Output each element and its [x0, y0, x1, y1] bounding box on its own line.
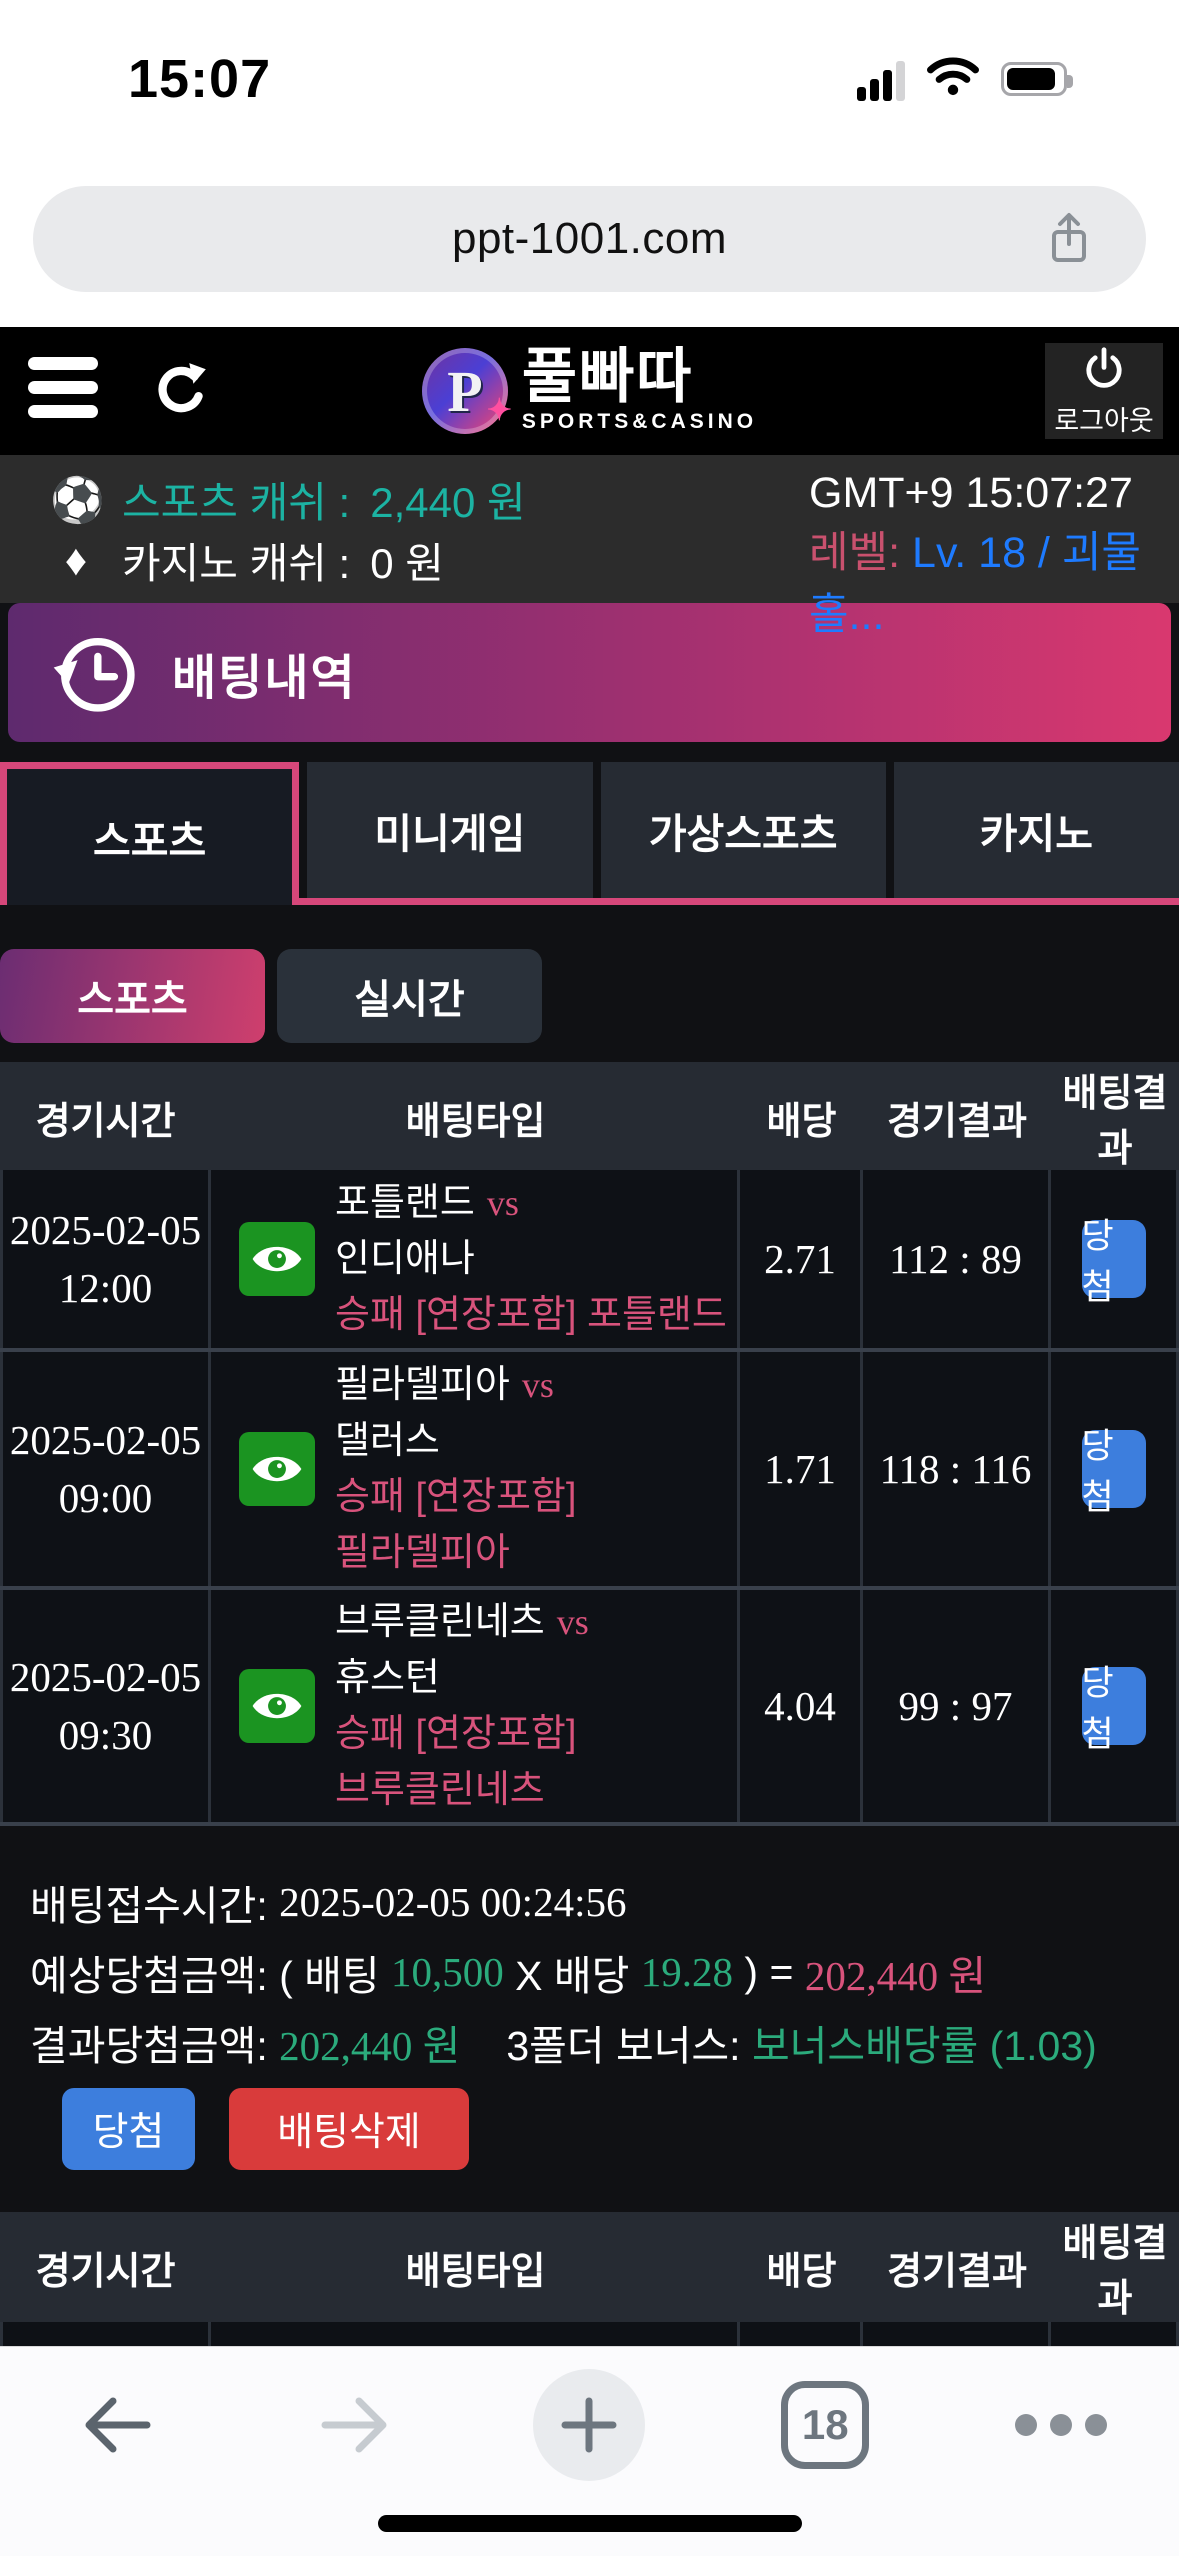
- wifi-icon: [927, 56, 979, 101]
- col-match-result: 경기결과: [887, 1100, 1027, 1143]
- soccer-ball-icon: ⚽: [50, 475, 105, 525]
- win-badge[interactable]: 당첨: [1081, 1217, 1146, 1307]
- address-bar[interactable]: ppt-1001.com: [33, 186, 1146, 292]
- tabs-button[interactable]: 18: [707, 2365, 943, 2485]
- site-logo[interactable]: P ✦ 풀빠따 SPORTS&CASINO: [0, 327, 1179, 455]
- power-icon: [1086, 346, 1122, 388]
- win-status-button[interactable]: 당첨: [62, 2088, 195, 2170]
- browser-chrome: ppt-1001.com: [0, 150, 1179, 327]
- level-value[interactable]: Lv. 18 / 괴물홀...: [809, 529, 1141, 639]
- sub-tabs: 스포츠 실시간: [0, 949, 1179, 1043]
- table-header: 경기시간 배팅타입 배당 경기결과 배팅결과: [0, 1062, 1179, 1170]
- ellipsis-icon: [1015, 2414, 1108, 2436]
- logo-p-badge: P ✦: [421, 348, 512, 434]
- casino-cash-label: 카지노 캐쉬 :: [122, 540, 351, 587]
- vs-label: vs: [521, 1365, 554, 1405]
- col-bet-result: 배팅결과: [1062, 1073, 1168, 1170]
- tab-casino[interactable]: 카지노: [893, 762, 1179, 898]
- table-row: 2025-02-05 12:00 포틀랜드 vs 인디애나 승패 [연장포함] 포틀…: [0, 1170, 1179, 1352]
- plus-icon: [533, 2369, 646, 2481]
- sports-cash-label: 스포츠 캐쉬 :: [122, 479, 351, 526]
- bet-result-cell: 당첨: [1051, 1170, 1179, 1348]
- match-time-cell: 2025-02-05 12:00: [0, 1170, 211, 1348]
- table-header: 경기시간 배팅타입 배당 경기결과 배팅결과: [0, 2212, 1179, 2322]
- tab-minigame[interactable]: 미니게임: [307, 762, 593, 898]
- diamond-icon: ♦: [64, 535, 88, 585]
- result-winnings-line: 결과당첨금액: 202,440 원 3폴더 보너스: 보너스배당률 (1.03): [30, 2023, 1097, 2069]
- sports-cash-value: 2,440 원: [370, 479, 526, 526]
- col-match-time: 경기시간: [35, 2250, 176, 2293]
- status-bar: 15:07: [0, 0, 1179, 150]
- bet-result-cell: 당첨: [1051, 1352, 1179, 1586]
- forward-button[interactable]: [236, 2365, 472, 2485]
- col-match-time: 경기시간: [35, 1100, 176, 1143]
- bet-summary: 배팅접수시간: 2025-02-05 00:24:56 예상당첨금액: ( 배팅…: [0, 1826, 1179, 2212]
- receipt-time-line: 배팅접수시간: 2025-02-05 00:24:56: [30, 1879, 627, 1929]
- back-button[interactable]: [0, 2365, 236, 2485]
- vs-label: vs: [486, 1183, 519, 1223]
- col-odds: 배당: [766, 1100, 837, 1143]
- share-icon[interactable]: [1040, 210, 1098, 273]
- battery-icon: [1001, 61, 1073, 96]
- browser-toolbar: 18: [0, 2346, 1179, 2556]
- category-tabs: 스포츠 미니게임 가상스포츠 카지노: [0, 762, 1179, 905]
- score-cell: 118 : 116: [863, 1352, 1051, 1586]
- logout-label: 로그아웃: [1054, 405, 1154, 436]
- history-clock-icon: [53, 637, 135, 712]
- logo-star-icon: ✦: [486, 394, 512, 427]
- bet-result-cell: 당첨: [1051, 1590, 1179, 1822]
- level-label: 레벨:: [809, 529, 901, 577]
- win-badge[interactable]: 당첨: [1081, 1427, 1146, 1517]
- new-tab-button[interactable]: [472, 2365, 708, 2485]
- eye-icon[interactable]: [239, 1669, 315, 1743]
- subtab-live[interactable]: 실시간: [277, 949, 542, 1043]
- vs-label: vs: [556, 1602, 589, 1642]
- score-cell: 112 : 89: [863, 1170, 1051, 1348]
- delete-bet-button[interactable]: 배팅삭제: [229, 2088, 469, 2170]
- odds-cell: 1.71: [740, 1352, 863, 1586]
- subtab-sports[interactable]: 스포츠: [0, 949, 265, 1043]
- logo-subtitle: SPORTS&CASINO: [521, 410, 758, 433]
- table-row: 2025-02-05 09:00 필라델피아 vs 댈러스 승패 [연장포함] 필라…: [0, 1352, 1179, 1590]
- betting-history-banner: 배팅내역: [8, 603, 1171, 742]
- bet-type-cell: 포틀랜드 vs 인디애나 승패 [연장포함] 포틀랜드: [211, 1170, 740, 1348]
- win-badge[interactable]: 당첨: [1081, 1664, 1146, 1754]
- bet-type-cell: 브루클린네츠 vs 휴스턴 승패 [연장포함] 브루클린네츠: [211, 1590, 740, 1822]
- cellular-signal-icon: [857, 57, 905, 101]
- logout-button[interactable]: 로그아웃: [1045, 343, 1163, 439]
- col-bet-result: 배팅결과: [1062, 2223, 1168, 2320]
- app-header: P ✦ 풀빠따 SPORTS&CASINO 로그아웃: [0, 327, 1179, 455]
- home-indicator: [377, 2515, 802, 2532]
- status-icons: [857, 56, 1073, 101]
- odds-cell: 2.71: [740, 1170, 863, 1348]
- casino-cash-value: 0 원: [370, 540, 444, 587]
- tab-sports[interactable]: 스포츠: [0, 762, 300, 905]
- clock-time: 15:07: [128, 49, 272, 109]
- more-options-button[interactable]: [943, 2365, 1179, 2485]
- eye-icon[interactable]: [239, 1432, 315, 1506]
- col-bet-type: 배팅타입: [405, 2250, 546, 2293]
- menu-icon[interactable]: [28, 357, 98, 429]
- server-time: GMT+9 15:07:27: [809, 469, 1133, 517]
- match-time-cell: 2025-02-05 09:30: [0, 1590, 211, 1822]
- odds-cell: 4.04: [740, 1590, 863, 1822]
- table-row-partial: [0, 2322, 1179, 2346]
- account-info-bar: ⚽ 스포츠 캐쉬 : 2,440 원 ♦ 카지노 캐쉬 : 0 원 GMT+9 …: [0, 455, 1179, 639]
- bet-type-cell: 필라델피아 vs 댈러스 승패 [연장포함] 필라델피아: [211, 1352, 740, 1586]
- refresh-icon[interactable]: [150, 361, 212, 428]
- eye-icon[interactable]: [239, 1222, 315, 1296]
- score-cell: 99 : 97: [863, 1590, 1051, 1822]
- url-text: ppt-1001.com: [451, 214, 728, 263]
- table-row: 2025-02-05 09:30 브루클린네츠 vs 휴스턴 승패 [연장포함] 브…: [0, 1590, 1179, 1826]
- logo-korean-text: 풀빠따: [521, 343, 694, 410]
- tab-count-icon: 18: [781, 2381, 870, 2469]
- col-bet-type: 배팅타입: [405, 1100, 546, 1143]
- expected-winnings-line: 예상당첨금액: ( 배팅 10,500 X 배당 19.28 ) = 202,4…: [30, 1948, 987, 2000]
- tab-virtual-sports[interactable]: 가상스포츠: [600, 762, 886, 898]
- page-title: 배팅내역: [172, 651, 357, 705]
- col-match-result: 경기결과: [887, 2250, 1027, 2293]
- col-odds: 배당: [766, 2250, 837, 2293]
- match-time-cell: 2025-02-05 09:00: [0, 1352, 211, 1586]
